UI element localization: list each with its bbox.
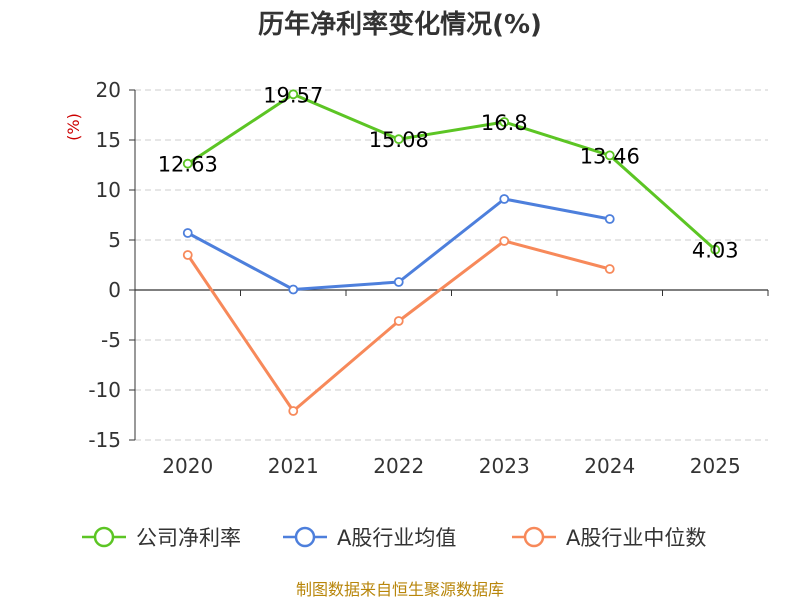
legend-marker [294,526,316,548]
data-point [604,264,615,274]
data-point [710,244,721,255]
legend-marker [93,526,115,548]
data-point [288,406,299,416]
legend[interactable]: 公司净利率 A股行业均值 A股行业中位数 [82,526,706,550]
y-tick-label: -10 [88,378,121,402]
legend-label: 公司净利率 [136,526,241,550]
series-line-0 [186,92,717,251]
y-tick-label: 20 [96,78,121,102]
data-point [393,277,404,287]
x-tick-label: 2025 [690,454,741,478]
source-note: 制图数据来自恒生聚源数据库 [296,580,504,599]
y-tick-label: 5 [108,228,121,252]
data-label: 12.63 [158,153,218,177]
y-tick-label: 0 [108,278,121,302]
x-tick-label: 2021 [268,454,319,478]
x-axis-ticks: 2020 2021 2022 2023 2024 2025 [162,454,740,478]
legend-item-2[interactable]: A股行业中位数 [512,526,706,550]
data-point [604,150,615,161]
legend-label: A股行业中位数 [566,526,706,550]
data-point [288,284,299,295]
data-point [182,250,193,260]
data-point [499,117,510,127]
x-tick-label: 2022 [373,454,424,478]
y-axis-ticks: 20 15 10 5 0 -5 -10 -15 [88,78,121,452]
y-axis-unit: (%) [64,113,83,141]
y-tick-label: 10 [96,178,121,202]
data-point [604,214,615,224]
data-label: 13.46 [580,144,640,168]
data-label: 19.57 [263,83,323,107]
y-tick-label: -5 [101,328,121,352]
y-tick-label: 15 [96,128,121,152]
y-tick-label: -15 [88,428,121,452]
x-tick-label: 2024 [584,454,635,478]
chart-title: 历年净利率变化情况(%) [258,9,542,40]
legend-item-1[interactable]: A股行业均值 [283,526,456,550]
data-point [182,228,193,238]
axes [129,89,769,441]
data-point [499,194,510,204]
data-point [182,158,193,169]
data-point [499,236,510,246]
data-label: 16.8 [481,111,528,135]
data-labels: 12.63 19.57 15.08 16.8 13.46 4.03 [158,83,739,262]
data-point [393,316,404,326]
x-tick-label: 2020 [162,454,213,478]
legend-label: A股行业均值 [337,526,456,550]
data-point [393,134,404,145]
data-label: 4.03 [692,239,739,263]
data-point [288,89,299,100]
series-line-1 [187,197,611,291]
series-layer [182,89,721,416]
legend-marker [523,526,545,548]
x-tick-label: 2023 [479,454,530,478]
grid-lines [135,89,768,441]
data-label: 15.08 [369,128,429,152]
legend-item-0[interactable]: 公司净利率 [82,526,241,550]
